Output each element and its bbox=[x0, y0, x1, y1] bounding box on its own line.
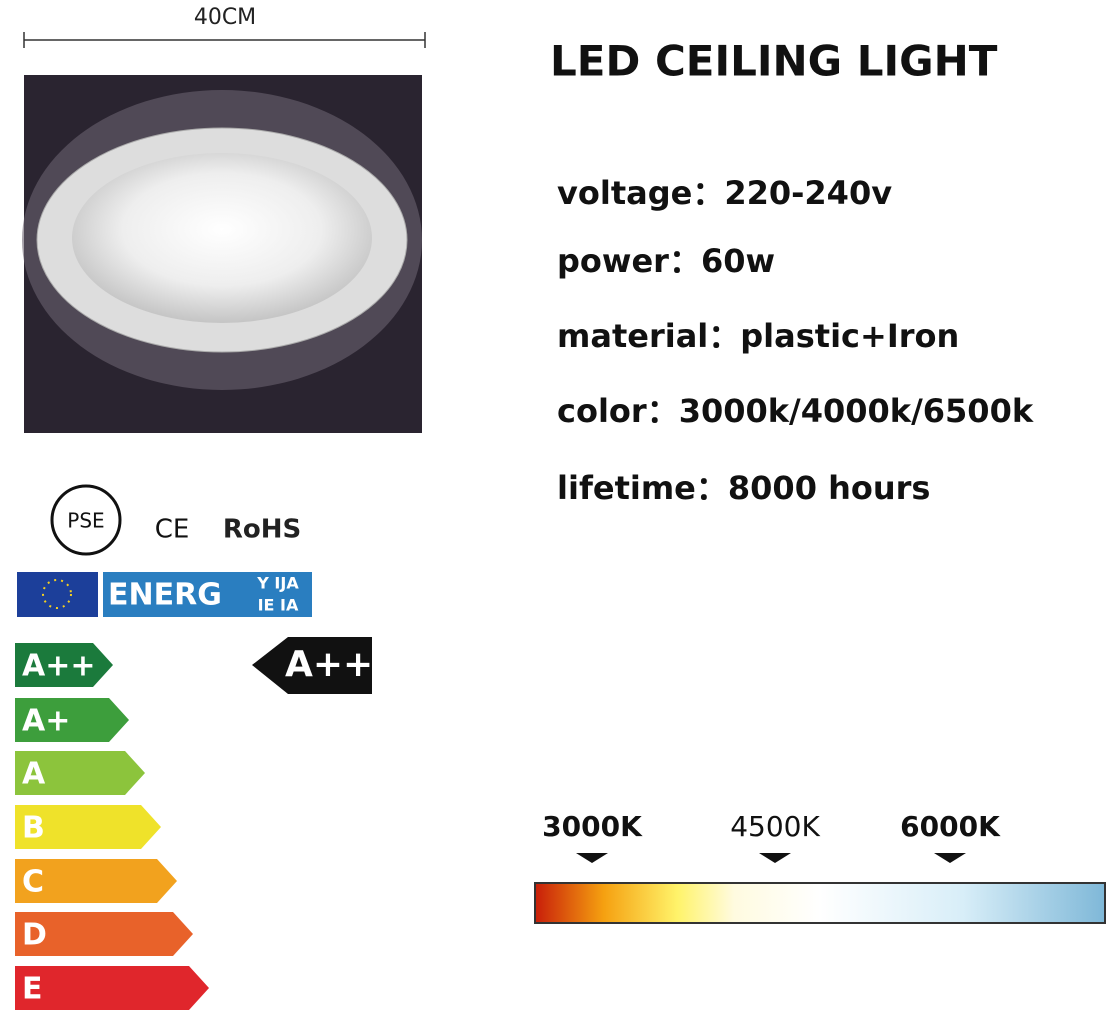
temperature-label: 3000K bbox=[542, 810, 643, 843]
temperature-pointer bbox=[934, 853, 966, 863]
spec-label: voltage： bbox=[557, 174, 724, 212]
class-arrow bbox=[15, 751, 145, 795]
spec-label: color： bbox=[557, 392, 679, 430]
class-label: D bbox=[22, 918, 47, 953]
spec-line: power：60w bbox=[557, 242, 775, 280]
temperature-label: 4500K bbox=[730, 810, 820, 843]
energy-header: ENERG bbox=[108, 578, 222, 613]
class-arrow bbox=[15, 698, 129, 742]
energy-suffix: Y IJA bbox=[256, 574, 299, 593]
spec-value: 3000k/4000k/6500k bbox=[679, 392, 1034, 430]
spec-value: 60w bbox=[701, 242, 775, 280]
spec-line: lifetime：8000 hours bbox=[557, 469, 930, 507]
cert-label: PSE bbox=[67, 509, 104, 533]
energy-header-bg bbox=[103, 572, 312, 617]
title: LED CEILING LIGHT bbox=[550, 37, 998, 86]
spec-line: material：plastic+Iron bbox=[557, 317, 959, 355]
class-label: A++ bbox=[22, 649, 96, 684]
spec-value: plastic+Iron bbox=[740, 317, 959, 355]
class-arrow bbox=[15, 912, 193, 956]
spec-list: voltage：220-240v power：60w material：plasti… bbox=[557, 174, 1034, 507]
spec-label: lifetime： bbox=[557, 469, 728, 507]
spec-value: 8000 hours bbox=[728, 469, 931, 507]
class-label: A+ bbox=[22, 704, 70, 739]
class-label: B bbox=[22, 811, 45, 846]
spec-label: material： bbox=[557, 317, 740, 355]
spec-line: voltage：220-240v bbox=[557, 174, 892, 212]
class-arrow bbox=[15, 643, 113, 687]
energy-suffix: IE IA bbox=[258, 596, 299, 615]
color-temperatures: 3000K 4500K 6000K bbox=[542, 810, 1001, 863]
class-arrow bbox=[15, 966, 209, 1010]
temperature-bar bbox=[534, 882, 1106, 924]
spec-value: 220-240v bbox=[724, 174, 892, 212]
eu-stars bbox=[42, 579, 72, 609]
class-arrow bbox=[15, 859, 177, 903]
rating: A++ bbox=[285, 644, 373, 685]
temperature-pointer bbox=[576, 853, 608, 863]
cert-label: RoHS bbox=[223, 515, 301, 545]
spec-line: color：3000k/4000k/6500k bbox=[557, 392, 1034, 430]
rating-arrow bbox=[252, 637, 372, 694]
light-diffuser bbox=[72, 153, 372, 323]
class-label: C bbox=[22, 865, 44, 900]
class-label: A bbox=[22, 757, 46, 792]
cert-label: CE bbox=[155, 515, 190, 545]
temperature-pointer bbox=[759, 853, 791, 863]
pse-mark bbox=[50, 484, 122, 556]
class-label: E bbox=[22, 972, 43, 1007]
dimension-label: 40CM bbox=[194, 5, 256, 30]
spec-label: power： bbox=[557, 242, 701, 280]
eu-flag bbox=[17, 572, 98, 617]
temperature-label: 6000K bbox=[900, 810, 1001, 843]
class-arrow bbox=[15, 805, 161, 849]
